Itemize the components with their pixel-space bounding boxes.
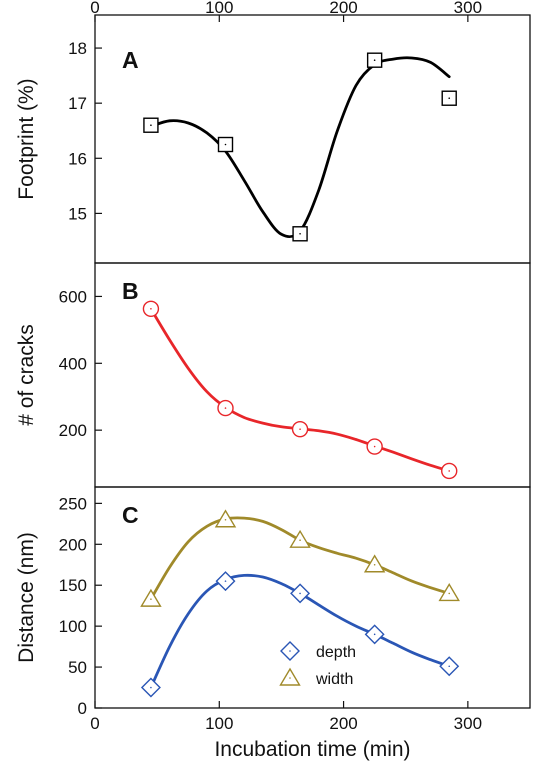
panel-label: C xyxy=(122,502,139,528)
data-point-square-center-dot xyxy=(224,143,227,146)
data-point-triangle xyxy=(214,509,237,528)
y-tick-label: 400 xyxy=(59,354,87,373)
top-x-tick-label: 100 xyxy=(205,0,233,17)
data-point-circle-center-dot xyxy=(373,445,376,448)
y-tick-label: 0 xyxy=(78,699,87,718)
data-point-diamond-center-dot xyxy=(224,580,227,582)
x-tick-label: 0 xyxy=(90,714,99,733)
data-point-triangle xyxy=(438,583,460,602)
legend-marker-diamond-center-dot xyxy=(289,650,291,652)
y-tick-label: 17 xyxy=(68,94,87,113)
data-point-square-center-dot xyxy=(150,124,152,127)
y-tick-label: 100 xyxy=(59,617,87,636)
legend-marker-triangle-center-dot xyxy=(289,677,291,679)
data-point-square-center-dot xyxy=(373,59,376,61)
y-tick-label: 150 xyxy=(59,576,87,595)
data-point-diamond-center-dot xyxy=(150,686,152,689)
fit-curve xyxy=(149,307,451,473)
data-point-circle-center-dot xyxy=(448,470,451,472)
data-point-triangle xyxy=(140,588,162,607)
data-point-triangle xyxy=(363,554,386,573)
data-point-triangle-center-dot xyxy=(299,539,301,542)
legend-label: width xyxy=(315,671,353,688)
data-point-triangle-center-dot xyxy=(373,563,376,566)
data-point-circle-center-dot xyxy=(224,407,227,409)
top-x-tick-label: 200 xyxy=(329,0,357,17)
data-point-square-center-dot xyxy=(448,97,451,100)
panel-label: B xyxy=(122,278,139,304)
panel-a-frame xyxy=(94,14,531,264)
fit-curve xyxy=(149,56,451,239)
legend-label: depth xyxy=(316,644,356,661)
data-point-diamond-center-dot xyxy=(373,633,376,636)
y-axis-title: Distance (nm) xyxy=(15,532,38,663)
y-tick-label: 600 xyxy=(59,287,87,306)
y-tick-label: 200 xyxy=(59,421,87,440)
y-tick-label: 18 xyxy=(68,39,87,58)
data-point-triangle-center-dot xyxy=(224,518,227,521)
y-axis-title: # of cracks xyxy=(15,324,38,426)
x-tick-label: 100 xyxy=(205,714,233,733)
data-point-diamond-center-dot xyxy=(448,665,451,668)
x-tick-label: 200 xyxy=(329,714,357,733)
y-tick-label: 16 xyxy=(68,149,87,168)
x-tick-label: 300 xyxy=(454,714,482,733)
data-point-circle-center-dot xyxy=(299,428,301,430)
data-point-diamond-center-dot xyxy=(299,592,301,595)
y-tick-label: 15 xyxy=(68,204,87,223)
panel-b-frame xyxy=(94,262,531,488)
data-point-triangle xyxy=(289,529,311,548)
data-point-triangle-center-dot xyxy=(448,592,451,595)
x-axis-title: Incubation time (min) xyxy=(214,738,410,761)
y-axis-title: Footprint (%) xyxy=(15,78,38,199)
data-point-triangle-center-dot xyxy=(150,598,152,600)
y-tick-label: 50 xyxy=(68,658,87,677)
top-x-tick-label: 0 xyxy=(90,0,99,17)
data-point-circle-center-dot xyxy=(150,308,152,310)
panel-c-frame xyxy=(94,486,531,709)
top-x-tick-label: 300 xyxy=(454,0,482,17)
y-tick-label: 200 xyxy=(59,535,87,554)
panel-label: A xyxy=(122,47,139,73)
y-tick-label: 250 xyxy=(59,494,87,513)
legend-marker-triangle xyxy=(279,667,301,686)
data-point-square-center-dot xyxy=(299,232,301,235)
